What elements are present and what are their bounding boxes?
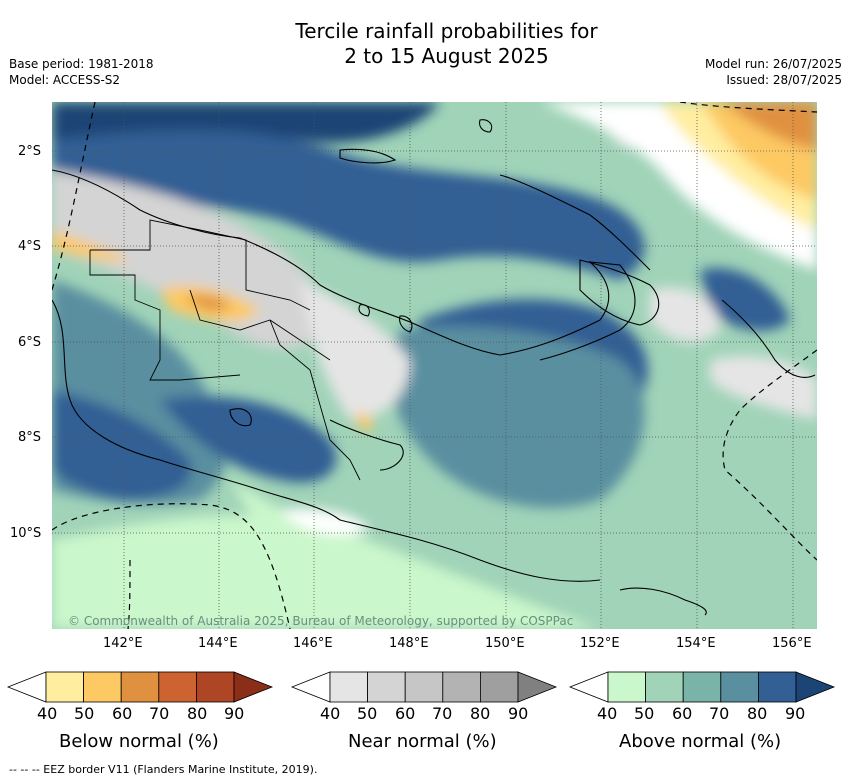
eez-footnote: -- -- -- EEZ border V11 (Flanders Marine… [9, 763, 318, 776]
colorbar-swatch [645, 671, 684, 703]
colorbar-near-normal [290, 671, 558, 703]
colorbar-swatch [758, 671, 797, 703]
cbar-tick: 60 [395, 704, 416, 723]
issued-date: Issued: 28/07/2025 [726, 73, 842, 87]
colorbar-swatch [479, 671, 519, 703]
colorbar-extend-low [6, 671, 47, 703]
lat-label: 4°S [18, 239, 42, 254]
cbar-tick: 60 [672, 704, 693, 723]
cbar-tick: 60 [112, 704, 133, 723]
colorbar-swatch [83, 671, 122, 703]
province-borders [89, 219, 361, 481]
lon-label: 152°E [580, 636, 620, 651]
page-title: Tercile rainfall probabilities for 2 to … [0, 19, 850, 69]
lon-label: 142°E [103, 636, 143, 651]
cbar-tick: 90 [224, 704, 245, 723]
cbar-tick: 80 [187, 704, 208, 723]
cbar-tick: 40 [320, 704, 341, 723]
gridlines [52, 102, 817, 629]
cbar-tick: 70 [432, 704, 453, 723]
run-info: Model run: 26/07/2025 Issued: 28/07/2025 [705, 56, 842, 88]
lat-label: 2°S [18, 144, 42, 159]
colorbar-label: Below normal (%) [59, 731, 219, 752]
colorbar-below-normal [6, 671, 274, 703]
colorbar-swatch [682, 671, 722, 703]
eez-border [52, 102, 817, 629]
lat-label: 6°S [18, 335, 42, 350]
cbar-tick: 80 [747, 704, 768, 723]
base-period: Base period: 1981-2018 [9, 57, 154, 71]
cbar-tick: 90 [508, 704, 529, 723]
cbar-tick: 90 [785, 704, 806, 723]
colorbar-extend-high [233, 671, 274, 703]
colorbar-swatch [404, 671, 444, 703]
colorbar-extend-high [517, 671, 558, 703]
model-run: Model run: 26/07/2025 [704, 57, 842, 71]
colorbar-extend-high [795, 671, 836, 703]
colorbar-swatch [329, 671, 368, 703]
cbar-tick: 70 [709, 704, 730, 723]
coastlines [52, 119, 816, 616]
colorbar-label: Above normal (%) [619, 731, 782, 752]
model-name: Model: ACCESS-S2 [9, 73, 121, 87]
lon-label: 150°E [485, 636, 525, 651]
lon-label: 144°E [198, 636, 238, 651]
lon-label: 154°E [676, 636, 716, 651]
cbar-tick: 50 [357, 704, 378, 723]
model-info: Base period: 1981-2018 Model: ACCESS-S2 [9, 56, 154, 88]
lon-label: 146°E [293, 636, 333, 651]
copyright-notice: © Commonwealth of Australia 2025, Bureau… [68, 614, 574, 628]
title-line-2: 2 to 15 August 2025 [344, 44, 549, 68]
cbar-tick: 40 [37, 704, 58, 723]
colorbar-swatch [45, 671, 84, 703]
colorbar-swatch [442, 671, 481, 703]
colorbar-swatch [195, 671, 235, 703]
lon-label: 156°E [772, 636, 812, 651]
lon-label: 148°E [389, 636, 429, 651]
colorbar-swatch [120, 671, 160, 703]
cbar-tick: 70 [149, 704, 170, 723]
cbar-tick: 50 [634, 704, 655, 723]
cbar-tick: 40 [597, 704, 618, 723]
colorbar-extend-low [290, 671, 331, 703]
colorbar-swatch [367, 671, 406, 703]
cbar-tick: 80 [470, 704, 491, 723]
colorbar-swatches [6, 671, 836, 703]
colorbar-swatch [607, 671, 646, 703]
colorbar-swatch [720, 671, 759, 703]
colorbar-above-normal [568, 671, 836, 703]
title-line-1: Tercile rainfall probabilities for [295, 19, 598, 43]
colorbar-swatch [158, 671, 197, 703]
colorbar-label: Near normal (%) [348, 731, 497, 752]
colorbar-extend-low [568, 671, 609, 703]
probability-field [52, 102, 817, 629]
lat-label: 10°S [10, 526, 42, 541]
cbar-tick: 50 [74, 704, 95, 723]
lat-label: 8°S [18, 430, 42, 445]
